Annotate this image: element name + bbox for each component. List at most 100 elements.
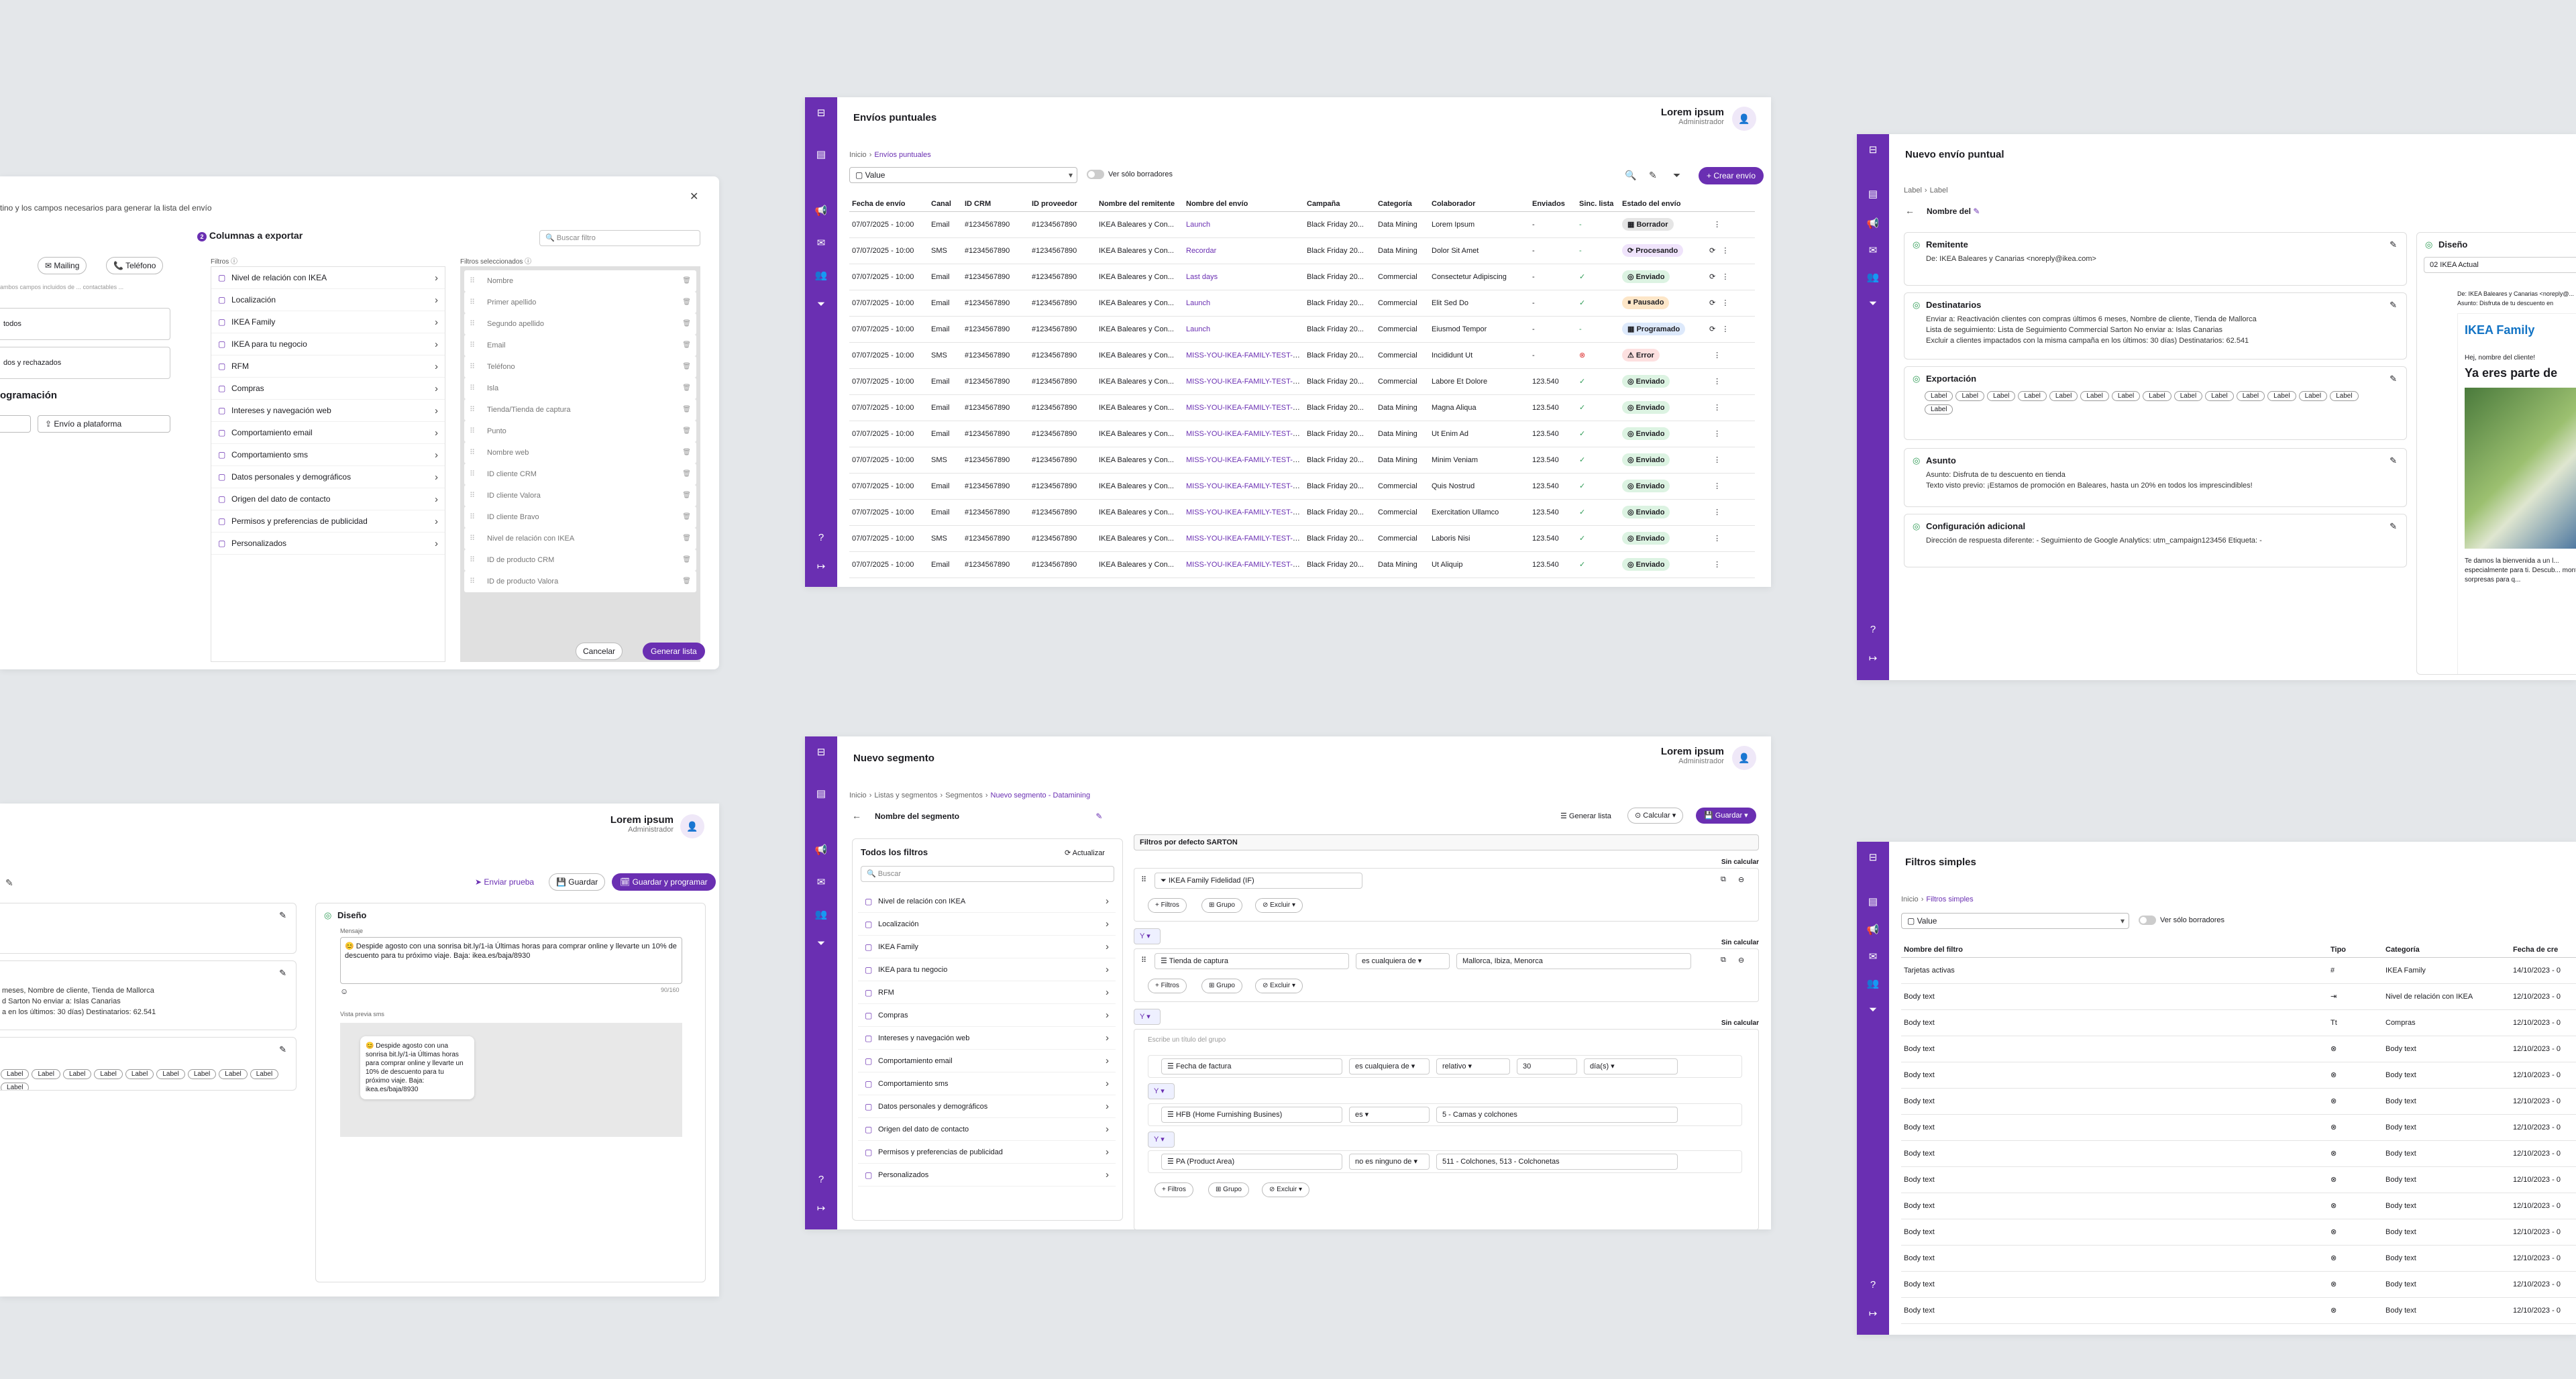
- refresh-icon[interactable]: ⟳: [1709, 299, 1716, 307]
- filter-search[interactable]: 🔍 Buscar filtro: [539, 230, 700, 246]
- more-icon[interactable]: ⋮: [1713, 561, 1721, 569]
- exclude-button[interactable]: ⊘ Excluir ▾: [1255, 898, 1303, 913]
- row-actions[interactable]: ⟳ ⋮: [1707, 237, 1755, 264]
- create-button[interactable]: + Crear envío: [1699, 167, 1764, 184]
- avatar[interactable]: 👤: [680, 814, 704, 838]
- table-row[interactable]: Body text ⊗ Body text 12/10/2023 - 0: [1901, 1297, 2576, 1324]
- drafts-toggle[interactable]: Ver sólo borradores: [2139, 916, 2224, 925]
- remove-icon[interactable]: ⊖: [1738, 956, 1745, 964]
- table-row[interactable]: 07/07/2025 - 10:00 Email #1234567890 #12345…: [849, 473, 1755, 500]
- row-actions[interactable]: ⋮: [1707, 447, 1755, 474]
- help-icon[interactable]: ?: [1870, 624, 1876, 635]
- user-info[interactable]: Lorem ipsum Administrador: [1660, 746, 1724, 765]
- table-row[interactable]: 07/07/2025 - 10:00 Email #1234567890 #12345…: [849, 211, 1755, 238]
- row-actions[interactable]: ⋮: [1707, 525, 1755, 552]
- back-icon[interactable]: ←: [1905, 205, 1915, 216]
- more-icon[interactable]: ⋮: [1713, 378, 1721, 386]
- exclude-button[interactable]: ⊘ Excluir ▾: [1262, 1182, 1309, 1197]
- edit-icon[interactable]: ✎: [279, 968, 286, 978]
- filter-icon[interactable]: ⏷: [816, 938, 825, 949]
- phone-button[interactable]: 📞 Teléfono: [106, 257, 164, 274]
- mail-icon[interactable]: ✉: [1868, 245, 1878, 256]
- filter-search[interactable]: 🔍 Buscar: [861, 866, 1114, 882]
- filter-item[interactable]: Localización: [211, 289, 445, 311]
- selected-column[interactable]: Tienda/Tienda de captura: [464, 399, 696, 421]
- table-row[interactable]: 07/07/2025 - 10:00 SMS #1234567890 #1234567…: [849, 237, 1755, 264]
- dashboard-icon[interactable]: ▤: [1868, 896, 1878, 907]
- selected-column[interactable]: Nivel de relación con IKEA: [464, 528, 696, 549]
- refresh-icon[interactable]: ⟳: [1709, 247, 1716, 255]
- row-actions[interactable]: ⟳ ⋮: [1707, 264, 1755, 290]
- row-actions[interactable]: ⋮: [1707, 499, 1755, 526]
- hfb-field[interactable]: ☰ HFB (Home Furnishing Busines): [1161, 1107, 1342, 1123]
- menu-icon[interactable]: ⊟: [816, 747, 826, 758]
- table-row[interactable]: 07/07/2025 - 10:00 Email #1234567890 #12345…: [849, 551, 1755, 578]
- column-header[interactable]: Enviados: [1529, 197, 1576, 212]
- store-operator[interactable]: es cualquiera de ▾: [1356, 953, 1450, 969]
- hfb-operator[interactable]: es ▾: [1349, 1107, 1430, 1123]
- store-value[interactable]: Mallorca, Ibiza, Menorca: [1456, 953, 1691, 969]
- row-actions[interactable]: ⋮: [1707, 394, 1755, 421]
- table-row[interactable]: Body text ⊗ Body text 12/10/2023 - 0: [1901, 1166, 2576, 1193]
- more-icon[interactable]: ⋮: [1713, 508, 1721, 516]
- send-link[interactable]: MISS-YOU-IKEA-FAMILY-TEST-B-...: [1186, 482, 1304, 490]
- filters-button[interactable]: + Filtros: [1155, 1182, 1193, 1197]
- column-header[interactable]: Canal: [928, 197, 962, 212]
- more-icon[interactable]: ⋮: [1721, 325, 1729, 333]
- generate-list-button[interactable]: ☰ Generar lista: [1560, 812, 1611, 820]
- pa-operator[interactable]: no es ninguno de ▾: [1349, 1154, 1430, 1170]
- column-header[interactable]: Fecha de envío: [849, 197, 928, 212]
- send-link[interactable]: Recordar: [1186, 246, 1217, 255]
- filter-item[interactable]: Personalizados: [858, 1164, 1116, 1187]
- filters-button[interactable]: + Filtros: [1148, 979, 1187, 993]
- edit-icon[interactable]: ✎: [279, 1044, 286, 1054]
- menu-icon[interactable]: ⊟: [1868, 144, 1878, 156]
- save-button[interactable]: 💾 Guardar: [549, 873, 606, 891]
- more-icon[interactable]: ⋮: [1713, 430, 1721, 438]
- row-actions[interactable]: ⋮: [1707, 368, 1755, 395]
- date-number[interactable]: 30: [1517, 1058, 1577, 1074]
- selected-column[interactable]: Segundo apellido: [464, 313, 696, 335]
- back-icon[interactable]: ←: [852, 810, 861, 821]
- and-operator[interactable]: Y ▾: [1134, 1009, 1161, 1025]
- selected-column[interactable]: ID cliente Bravo: [464, 506, 696, 528]
- more-icon[interactable]: ⋮: [1713, 221, 1721, 229]
- more-icon[interactable]: ⋮: [1721, 247, 1729, 255]
- filter-item[interactable]: RFM: [858, 981, 1116, 1004]
- template-select[interactable]: 02 IKEA Actual: [2424, 257, 2576, 273]
- table-row[interactable]: Body text ⊗ Body text 12/10/2023 - 0: [1901, 1114, 2576, 1141]
- more-icon[interactable]: ⋮: [1713, 351, 1721, 360]
- column-header[interactable]: ID CRM: [962, 197, 1029, 212]
- save-schedule-button[interactable]: 🗓 Guardar y programar: [612, 873, 716, 891]
- view-select[interactable]: ▢ Value: [849, 167, 1077, 183]
- filter-item[interactable]: Intereses y navegación web: [211, 400, 445, 422]
- send-link[interactable]: MISS-YOU-IKEA-FAMILY-TEST-B-...: [1186, 403, 1304, 412]
- row-actions[interactable]: ⋮: [1707, 342, 1755, 369]
- table-row[interactable]: 07/07/2025 - 10:00 Email #1234567890 #12345…: [849, 316, 1755, 343]
- row-actions[interactable]: ⋮: [1707, 421, 1755, 447]
- help-icon[interactable]: ?: [818, 1174, 824, 1185]
- more-icon[interactable]: ⋮: [1713, 404, 1721, 412]
- pa-value[interactable]: 511 - Colchones, 513 - Colchonetas: [1436, 1154, 1678, 1170]
- table-row[interactable]: 07/07/2025 - 10:00 Email #1234567890 #12345…: [849, 421, 1755, 447]
- platform-button[interactable]: ⇪ Envío a plataforma: [38, 415, 170, 433]
- column-header[interactable]: Categoría: [1375, 197, 1429, 212]
- megaphone-icon[interactable]: 📢: [814, 844, 828, 856]
- menu-icon[interactable]: ⊟: [816, 107, 826, 119]
- mail-icon[interactable]: ✉: [816, 877, 826, 888]
- table-row[interactable]: 07/07/2025 - 10:00 Email #1234567890 #12345…: [849, 499, 1755, 526]
- filter-item[interactable]: Compras: [858, 1004, 1116, 1027]
- option-field-2[interactable]: dos y rechazados: [0, 347, 170, 379]
- table-row[interactable]: 07/07/2025 - 10:00 SMS #1234567890 #1234567…: [849, 525, 1755, 552]
- filter-item[interactable]: Compras: [211, 378, 445, 400]
- and-operator[interactable]: Y ▾: [1148, 1083, 1175, 1099]
- view-select[interactable]: ▢ Value: [1901, 913, 2129, 929]
- column-header[interactable]: Nombre del filtro: [1901, 942, 2328, 958]
- send-link[interactable]: MISS-YOU-IKEA-FAMILY-TEST-B-...: [1186, 429, 1304, 438]
- selected-column[interactable]: Punto: [464, 421, 696, 442]
- date-relative[interactable]: relativo ▾: [1436, 1058, 1510, 1074]
- column-header[interactable]: Estado del envío: [1619, 197, 1707, 212]
- users-icon[interactable]: 👥: [1866, 978, 1880, 989]
- table-row[interactable]: 07/07/2025 - 10:00 SMS #1234567890 #1234567…: [849, 342, 1755, 369]
- edit-icon[interactable]: ✎: [2390, 455, 2397, 465]
